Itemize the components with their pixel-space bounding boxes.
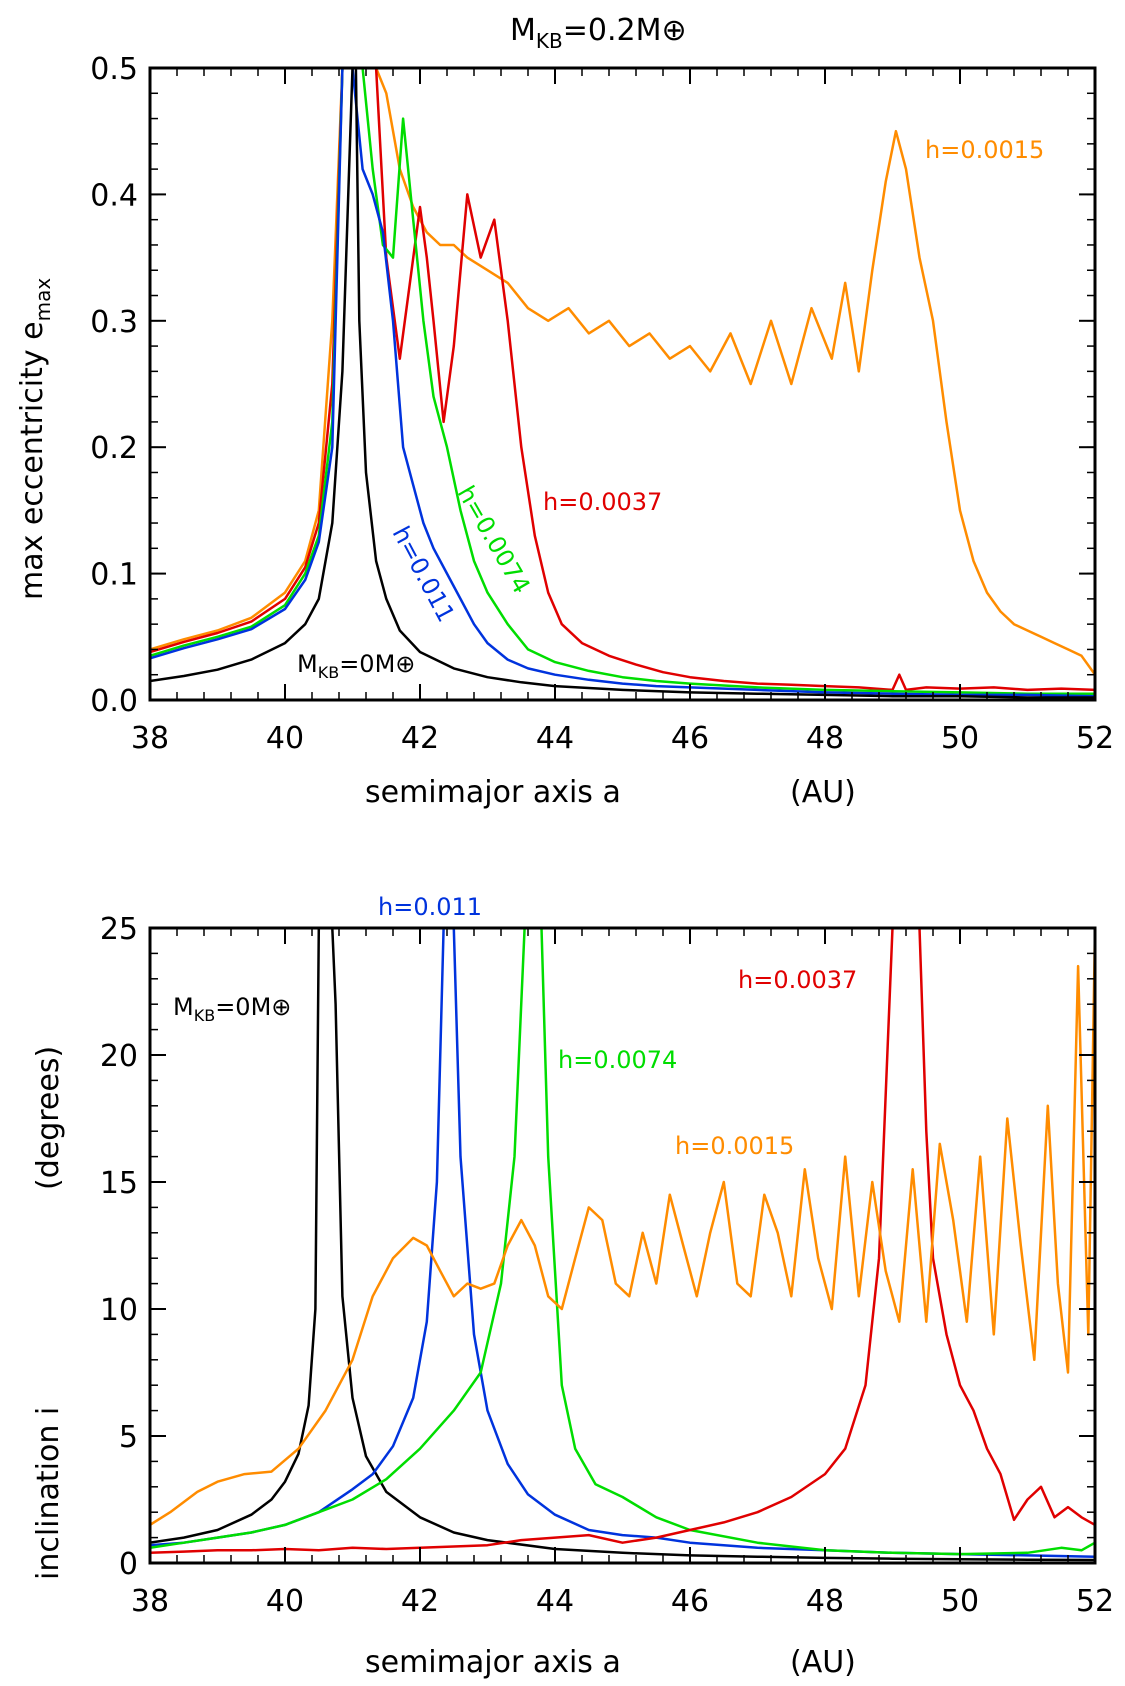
bottom-x-tick-label: 40 <box>266 1584 304 1619</box>
top-x-tick-label: 42 <box>401 721 439 756</box>
bottom-x-tick-label: 42 <box>401 1584 439 1619</box>
label-h0015-bottom: h=0.0015 <box>675 1132 794 1160</box>
label-h0074-top: h=0.0074 <box>452 481 536 598</box>
bottom-x-tick-label: 44 <box>536 1584 574 1619</box>
bottom-y-axis-unit: (degrees) <box>31 1046 66 1190</box>
top-series-line-4 <box>150 68 1095 699</box>
bottom-x-tick-label: 50 <box>941 1584 979 1619</box>
bottom-y-tick-label: 15 <box>100 1166 138 1201</box>
bottom-plot-frame <box>148 926 1097 1565</box>
top-y-tick-label: 0.2 <box>90 431 138 466</box>
bottom-x-tick-label: 52 <box>1076 1584 1114 1619</box>
bottom-y-ticks: 0 5 10 15 20 25 <box>100 912 1095 1582</box>
top-plot-frame <box>148 66 1097 702</box>
bottom-x-axis-label: semimajor axis a <box>365 1645 621 1680</box>
top-series-group <box>150 68 1095 699</box>
label-h011-bottom: h=0.011 <box>378 893 482 921</box>
label-h0037-top: h=0.0037 <box>543 488 662 516</box>
bottom-series-line-2 <box>150 928 1095 1556</box>
top-x-tick-label: 38 <box>131 721 169 756</box>
eccentricity-panel: MKB=0.2M⊕ 38 40 42 44 46 48 50 52 0.00.10.20.30… <box>15 13 1114 810</box>
top-y-ticks: 0.0 0.1 0.2 0.3 0.4 0.5 <box>90 52 1095 719</box>
bottom-y-axis-label: inclination i <box>31 1407 66 1580</box>
top-x-tick-label: 40 <box>266 721 304 756</box>
label-h0015-top: h=0.0015 <box>925 136 1044 164</box>
top-y-tick-label: 0.1 <box>90 558 138 593</box>
top-series-line-2 <box>150 68 1095 695</box>
top-x-tick-label: 44 <box>536 721 574 756</box>
bottom-series-line-3 <box>150 928 1095 1555</box>
top-x-tick-label: 48 <box>806 721 844 756</box>
label-mkb0-bottom: MKB=0M⊕ <box>173 993 291 1025</box>
top-x-tick-label: 52 <box>1076 721 1114 756</box>
top-y-axis-label: max eccentricity emax <box>15 278 55 600</box>
inclination-panel: 38 40 42 44 46 48 50 52 0 5 10 15 20 25 semimajor ax… <box>31 893 1114 1680</box>
top-x-ticks: 38 40 42 44 46 48 50 52 <box>131 68 1114 756</box>
label-h0074-bottom: h=0.0074 <box>558 1046 677 1074</box>
top-x-tick-label: 46 <box>671 721 709 756</box>
top-x-axis-label: semimajor axis a <box>365 775 621 810</box>
top-x-axis-unit: (AU) <box>790 775 856 810</box>
bottom-series-line-0 <box>150 928 1095 1562</box>
label-h011-top: h=0.011 <box>387 522 461 627</box>
bottom-x-tick-label: 48 <box>806 1584 844 1619</box>
bottom-x-axis-unit: (AU) <box>790 1645 856 1680</box>
label-mkb0-top: MKB=0M⊕ <box>297 650 415 682</box>
top-y-tick-label: 0.0 <box>90 684 138 719</box>
top-series-line-0 <box>150 68 1095 676</box>
bottom-y-tick-label: 5 <box>119 1420 138 1455</box>
top-title: MKB=0.2M⊕ <box>510 13 687 53</box>
bottom-series-line-4 <box>150 928 1095 1526</box>
bottom-x-tick-label: 38 <box>131 1584 169 1619</box>
bottom-series-line-1 <box>150 928 1095 1558</box>
bottom-y-tick-label: 20 <box>100 1039 138 1074</box>
label-h0037-bottom: h=0.0037 <box>738 966 857 994</box>
bottom-y-tick-label: 10 <box>100 1293 138 1328</box>
bottom-y-tick-label: 25 <box>100 912 138 947</box>
top-y-tick-label: 0.5 <box>90 52 138 87</box>
top-y-tick-label: 0.4 <box>90 178 138 213</box>
bottom-series-group <box>150 928 1095 1562</box>
bottom-x-tick-label: 46 <box>671 1584 709 1619</box>
bottom-y-tick-label: 0 <box>119 1547 138 1582</box>
top-x-tick-label: 50 <box>941 721 979 756</box>
top-series-line-3 <box>150 68 1095 698</box>
top-y-tick-label: 0.3 <box>90 305 138 340</box>
bottom-x-ticks: 38 40 42 44 46 48 50 52 <box>131 928 1114 1619</box>
